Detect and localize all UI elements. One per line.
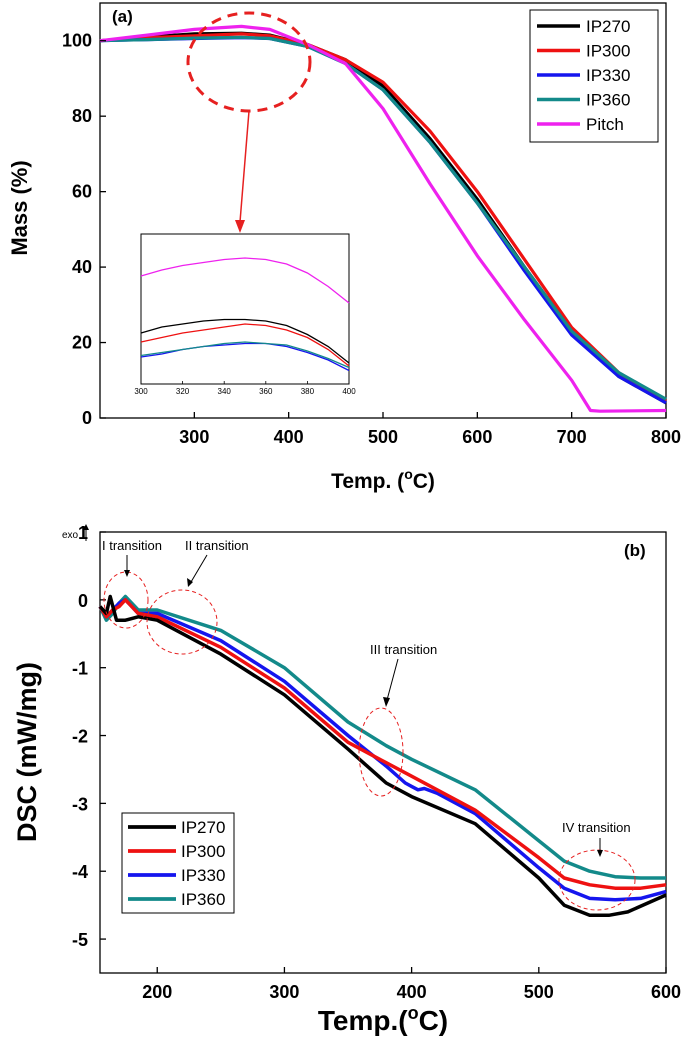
panel-b-y-tick-label: -4 [72, 862, 88, 882]
panel-a-inset-series-pitch [140, 257, 350, 304]
panel-b-legend-label-ip300: IP300 [181, 842, 225, 861]
panel-b-legend-label-ip360: IP360 [181, 890, 225, 909]
panel-a-y-tick-label: 80 [72, 106, 92, 126]
annotation-arrow-iii [386, 658, 399, 701]
panel-a-legend-label-ip330: IP330 [586, 66, 630, 85]
annotation-ellipse-iv [558, 849, 636, 911]
panel-b-x-axis-title: Temp.(oC) [318, 1003, 448, 1036]
panel-a-x-tick-label: 400 [274, 427, 304, 447]
panel-b-x-tick-label: 200 [142, 982, 172, 1002]
panel-a-legend: IP270 IP300 IP330 IP360 Pitch [529, 9, 659, 143]
panel-b-legend: IP270 IP300 IP330 IP360 [121, 812, 235, 914]
panel-a-zoom-arrow-head [235, 220, 245, 233]
panel-b-y-axis-title: DSC (mW/mg) [12, 662, 42, 842]
panel-b-x-tick-label: 500 [524, 982, 554, 1002]
panel-a-inset-frame [140, 233, 350, 385]
panel-a-x-tick-label: 500 [368, 427, 398, 447]
annotation-label-ii: II transition [185, 538, 249, 553]
panel-a-y-tick-label: 0 [82, 408, 92, 428]
panel-a-inset-x-tick-label: 380 [301, 387, 315, 396]
panel-b-series-ip270 [98, 594, 667, 918]
panel-b-x-axis-title-end: C) [419, 1005, 449, 1036]
panel-b-y-tick-label: -3 [72, 794, 88, 814]
panel-a-legend-label-ip270: IP270 [586, 17, 630, 36]
panel-b-legend-label-ip270: IP270 [181, 818, 225, 837]
panel-b-series-group [98, 594, 667, 918]
panel-a-inset-series-ip300 [140, 323, 350, 367]
panel-b-exo-arrow-head [83, 524, 89, 530]
panel-b-y-ticks: 1 0 -1 -2 -3 -4 -5 [72, 523, 106, 950]
panel-a-inset-x-tick-label: 340 [218, 387, 232, 396]
panel-a-series-ip360 [99, 35, 667, 401]
panel-a-tga-chart: 300 400 500 600 700 800 0 20 40 60 80 100 (a) Mass… [7, 2, 681, 493]
panel-a-y-tick-label: 40 [72, 257, 92, 277]
panel-a-y-axis-title: Mass (%) [7, 160, 32, 255]
panel-a-series-pitch [99, 24, 667, 413]
annotation-label-iii: III transition [370, 642, 437, 657]
annotation-arrowhead-i [124, 570, 130, 577]
panel-b-legend-box [121, 812, 235, 914]
annotation-arrow-ii [190, 554, 208, 583]
panel-a-x-axis-title-degree: o [404, 466, 413, 482]
panel-a-y-tick-label: 20 [72, 333, 92, 353]
annotation-ellipse-i [103, 571, 149, 629]
panel-a-inset: 300 320 340 360 380 400 [134, 233, 356, 396]
panel-a-series-group [99, 24, 667, 413]
panel-a-x-axis-title-main: Temp. ( [331, 470, 404, 493]
panel-a-y-tick-label: 100 [62, 31, 92, 51]
panel-a-x-tick-label: 800 [651, 427, 681, 447]
annotation-arrowhead-ii [187, 578, 193, 587]
panel-b-x-tick-label: 300 [269, 982, 299, 1002]
annotation-arrowhead-iv [597, 850, 603, 857]
panel-a-legend-label-pitch: Pitch [586, 115, 624, 134]
panel-b-x-ticks: 200 300 400 500 600 [142, 967, 681, 1002]
panel-b-exo-label: exo [62, 530, 79, 541]
panel-a-label: (a) [112, 7, 133, 26]
panel-b-y-tick-label: -1 [72, 659, 88, 679]
panel-a-inset-series-ip360 [140, 341, 350, 369]
panel-a-x-axis-title: Temp. (oC) [331, 466, 435, 493]
panel-a-x-tick-label: 600 [462, 427, 492, 447]
panel-a-series-ip300 [99, 32, 667, 403]
panel-a-inset-x-ticks: 300 320 340 360 380 400 [134, 381, 356, 396]
annotation-label-i: I transition [102, 538, 162, 553]
annotation-label-iv: IV transition [562, 820, 631, 835]
panel-b-y-tick-label: 1 [78, 523, 88, 543]
panel-a-y-ticks: 0 20 40 60 80 100 [62, 31, 106, 428]
panel-a-inset-x-tick-label: 300 [134, 387, 148, 396]
panel-a-inset-series-ip270 [140, 318, 350, 364]
panel-a-x-tick-label: 300 [179, 427, 209, 447]
panel-b-legend-label-ip330: IP330 [181, 866, 225, 885]
panel-b-series-ip300 [98, 598, 667, 890]
panel-b-x-axis-title-main: Temp.( [318, 1005, 408, 1036]
panel-b-label: (b) [624, 541, 646, 560]
panel-b-y-tick-label: -5 [72, 930, 88, 950]
panel-a-x-ticks: 300 400 500 600 700 800 [179, 412, 681, 447]
panel-b-plot-frame [99, 531, 667, 974]
panel-a-y-tick-label: 60 [72, 182, 92, 202]
annotation-ellipse-iii [358, 707, 404, 797]
panel-b-annotations: I transition II transition III transitio… [102, 538, 636, 911]
panel-b-x-tick-label: 400 [397, 982, 427, 1002]
panel-a-inset-x-tick-label: 400 [342, 387, 356, 396]
annotation-ellipse-ii [146, 589, 218, 655]
panel-a-inset-x-tick-label: 320 [176, 387, 190, 396]
panel-b-y-tick-label: 0 [78, 591, 88, 611]
panel-b-x-tick-label: 600 [651, 982, 681, 1002]
panel-a-x-axis-title-end: C) [413, 470, 435, 493]
annotation-arrowhead-iii [383, 697, 390, 707]
panel-a-legend-label-ip300: IP300 [586, 42, 630, 61]
panel-b-x-axis-title-degree: o [408, 1003, 419, 1023]
panel-a-inset-x-tick-label: 360 [259, 387, 273, 396]
panel-a-zoom-arrow-line [239, 110, 250, 223]
panel-a-inset-series-group [140, 257, 350, 372]
panel-b-dsc-chart: 200 300 400 500 600 1 0 -1 -2 -3 -4 -5 (b) exo DSC… [12, 523, 681, 1036]
panel-b-y-tick-label: -2 [72, 727, 88, 747]
panel-a-legend-label-ip360: IP360 [586, 91, 630, 110]
panel-a-x-tick-label: 700 [557, 427, 587, 447]
